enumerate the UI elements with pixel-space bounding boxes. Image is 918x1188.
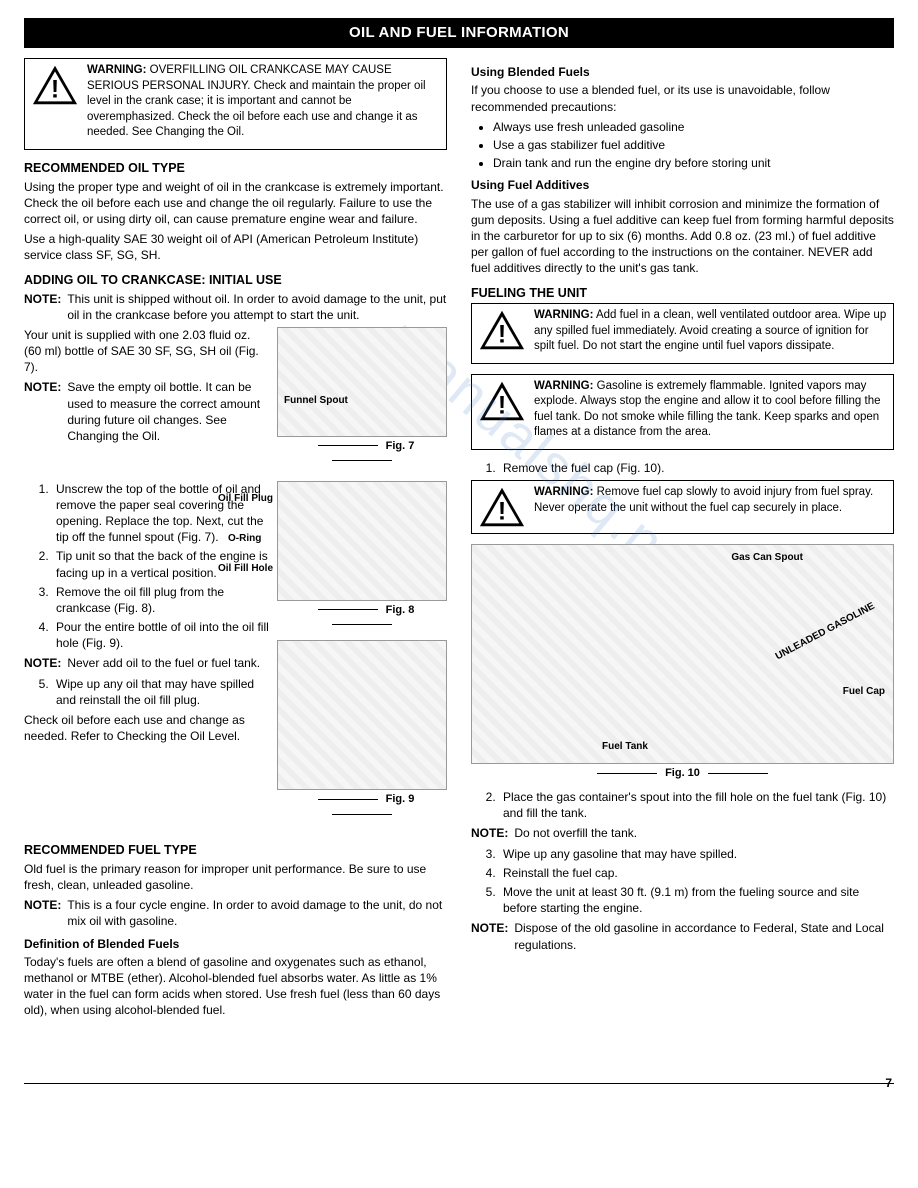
- figure-caption: Fig. 10: [471, 766, 894, 781]
- figure-label: Fuel Tank: [602, 740, 648, 754]
- body-text: Using the proper type and weight of oil …: [24, 179, 447, 228]
- list-item: Move the unit at least 30 ft. (9.1 m) fr…: [499, 884, 894, 916]
- subheading-fuel-additives: Using Fuel Additives: [471, 177, 894, 193]
- figure-label: O-Ring: [228, 532, 261, 546]
- list-item: Drain tank and run the engine dry before…: [493, 155, 894, 171]
- warning-icon: !: [478, 485, 526, 529]
- figure-9: [277, 640, 447, 790]
- procedure-list: Place the gas container's spout into the…: [471, 789, 894, 821]
- heading-recommended-fuel: RECOMMENDED FUEL TYPE: [24, 842, 447, 859]
- note: NOTE: Never add oil to the fuel or fuel …: [24, 655, 269, 671]
- note-text: Save the empty oil bottle. It can be use…: [67, 379, 269, 444]
- subheading-blended-fuels: Definition of Blended Fuels: [24, 936, 447, 952]
- svg-text:!: !: [498, 498, 506, 526]
- warning-text: WARNING: Gasoline is extremely flammable…: [534, 379, 887, 441]
- body-text: Old fuel is the primary reason for impro…: [24, 861, 447, 893]
- list-item: Reinstall the fuel cap.: [499, 865, 894, 881]
- warning-box-fuelcap: ! WARNING: Remove fuel cap slowly to avo…: [471, 480, 894, 534]
- note: NOTE: This is a four cycle engine. In or…: [24, 897, 447, 929]
- figure-10: Gas Can Spout UNLEADED GASOLINE Fuel Cap…: [471, 544, 894, 764]
- two-column-layout: ! WARNING: OVERFILLING OIL CRANKCASE MAY…: [24, 58, 894, 1022]
- note-label: NOTE:: [24, 655, 61, 671]
- figure-caption: Fig. 7: [277, 439, 447, 469]
- warning-text: WARNING: Add fuel in a clean, well venti…: [534, 308, 887, 355]
- warning-box-overfill: ! WARNING: OVERFILLING OIL CRANKCASE MAY…: [24, 58, 447, 150]
- figure-label: Gas Can Spout: [731, 551, 803, 565]
- note-label: NOTE:: [471, 920, 508, 952]
- note-text: This is a four cycle engine. In order to…: [67, 897, 447, 929]
- list-item: Place the gas container's spout into the…: [499, 789, 894, 821]
- heading-adding-oil: ADDING OIL TO CRANKCASE: INITIAL USE: [24, 272, 447, 289]
- body-text: If you choose to use a blended fuel, or …: [471, 82, 894, 114]
- note-text: Dispose of the old gasoline in accordanc…: [514, 920, 894, 952]
- footer-rule: [24, 1083, 894, 1084]
- figure-label: Fuel Cap: [843, 685, 885, 699]
- svg-text:!: !: [498, 391, 506, 419]
- figure-caption: Fig. 8: [277, 603, 447, 633]
- heading-fueling-unit: FUELING THE UNIT: [471, 285, 894, 302]
- note: NOTE: Dispose of the old gasoline in acc…: [471, 920, 894, 952]
- warning-text: WARNING: Remove fuel cap slowly to avoid…: [534, 485, 887, 516]
- note: NOTE: Save the empty oil bottle. It can …: [24, 379, 269, 444]
- procedure-list: Remove the fuel cap (Fig. 10).: [471, 460, 894, 476]
- note-text: Never add oil to the fuel or fuel tank.: [67, 655, 269, 671]
- list-item: Use a gas stabilizer fuel additive: [493, 137, 894, 153]
- body-text: Today's fuels are often a blend of gasol…: [24, 954, 447, 1019]
- warning-box-flammable: ! WARNING: Gasoline is extremely flammab…: [471, 374, 894, 450]
- note-text: This unit is shipped without oil. In ord…: [67, 291, 447, 323]
- body-text: Use a high-quality SAE 30 weight oil of …: [24, 231, 447, 263]
- warning-box-ventilated: ! WARNING: Add fuel in a clean, well ven…: [471, 303, 894, 364]
- subheading-using-blended: Using Blended Fuels: [471, 64, 894, 80]
- note: NOTE: This unit is shipped without oil. …: [24, 291, 447, 323]
- warning-icon: !: [478, 379, 526, 423]
- warning-icon: !: [31, 63, 79, 107]
- list-item: Wipe up any gasoline that may have spill…: [499, 846, 894, 862]
- figure-label: Funnel Spout: [284, 394, 348, 408]
- figure-7: Funnel Spout: [277, 327, 447, 437]
- note-label: NOTE:: [24, 291, 61, 323]
- svg-text:!: !: [51, 76, 59, 104]
- section-title: OIL AND FUEL INFORMATION: [24, 18, 894, 48]
- bullet-list: Always use fresh unleaded gasoline Use a…: [471, 119, 894, 172]
- note-text: Do not overfill the tank.: [514, 825, 894, 841]
- warning-text: WARNING: OVERFILLING OIL CRANKCASE MAY C…: [87, 63, 440, 141]
- list-item: Remove the fuel cap (Fig. 10).: [499, 460, 894, 476]
- figure-label: UNLEADED GASOLINE: [774, 600, 878, 664]
- warning-icon: !: [478, 308, 526, 352]
- left-column: ! WARNING: OVERFILLING OIL CRANKCASE MAY…: [24, 58, 447, 1022]
- note-label: NOTE:: [24, 897, 61, 929]
- list-item: Always use fresh unleaded gasoline: [493, 119, 894, 135]
- figure-caption: Fig. 9: [277, 792, 447, 822]
- page-number: 7: [885, 1075, 892, 1091]
- svg-text:!: !: [498, 321, 506, 349]
- body-text: The use of a gas stabilizer will inhibit…: [471, 196, 894, 277]
- heading-recommended-oil: RECOMMENDED OIL TYPE: [24, 160, 447, 177]
- note: NOTE: Do not overfill the tank.: [471, 825, 894, 841]
- figure-label: Oil Fill Hole: [218, 562, 273, 576]
- procedure-list: Wipe up any gasoline that may have spill…: [471, 846, 894, 917]
- figure-8: Oil Fill Plug O-Ring Oil Fill Hole: [277, 481, 447, 601]
- note-label: NOTE:: [24, 379, 61, 444]
- figure-label: Oil Fill Plug: [218, 492, 273, 506]
- note-label: NOTE:: [471, 825, 508, 841]
- right-column: Using Blended Fuels If you choose to use…: [471, 58, 894, 1022]
